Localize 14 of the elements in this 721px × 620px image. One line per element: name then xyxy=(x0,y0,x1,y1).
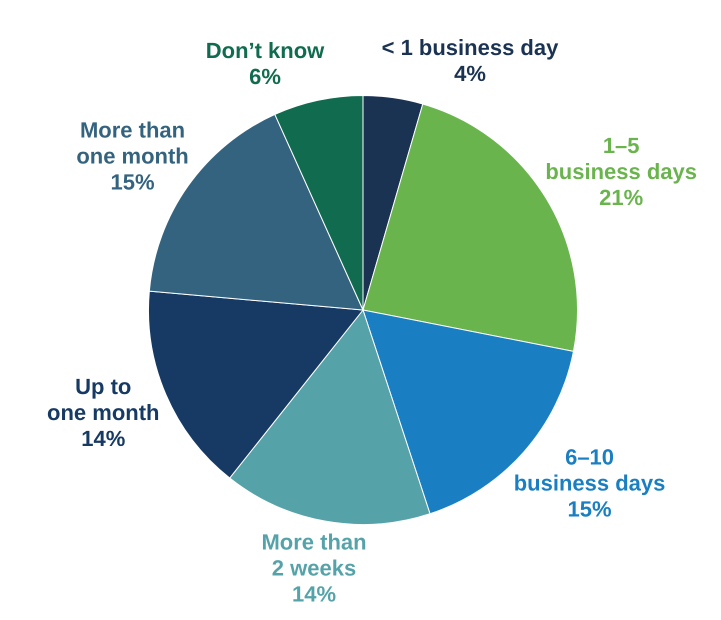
slice-label: 6–10 business days xyxy=(514,444,666,496)
data-label: 14% xyxy=(81,426,126,452)
slice-label: Up to one month xyxy=(47,374,160,426)
data-label: 4% xyxy=(454,61,486,86)
data-label: 15% xyxy=(110,169,155,194)
slice-label: More than one month xyxy=(76,117,189,168)
data-label: 15% xyxy=(568,496,612,522)
slice-label: More than 2 weeks xyxy=(261,529,367,580)
slice-label: Don’t know xyxy=(206,38,326,64)
data-label: 14% xyxy=(292,581,336,606)
slice-label: 1–5 business days xyxy=(545,132,697,184)
slice-label: < 1 business day xyxy=(382,35,560,60)
data-label: 6% xyxy=(249,64,281,90)
data-label: 21% xyxy=(599,184,644,210)
